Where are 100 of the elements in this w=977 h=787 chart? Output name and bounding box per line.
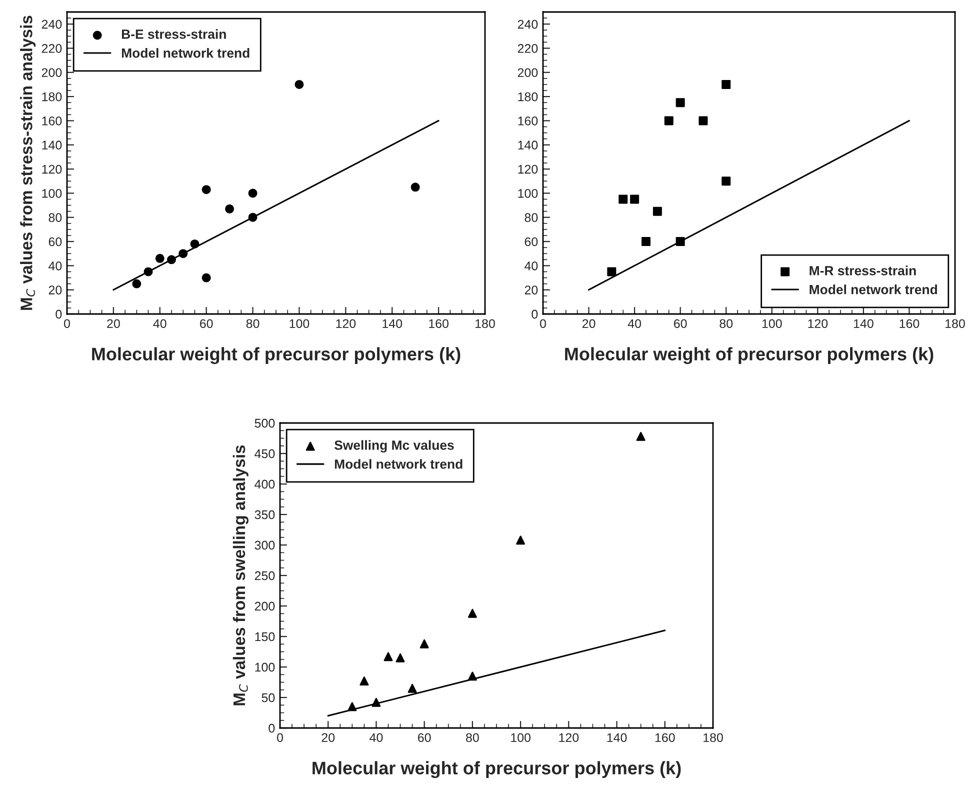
x-axis-title: Molecular weight of precursor polymers (k) bbox=[92, 347, 460, 364]
y-tick-label: 80 bbox=[48, 213, 62, 222]
y-tick-label: 150 bbox=[255, 632, 275, 642]
point bbox=[372, 698, 381, 707]
point bbox=[384, 652, 393, 662]
x-tick-label: 180 bbox=[704, 733, 723, 742]
point bbox=[642, 237, 650, 246]
y-axis-title: M$_{C}$ values from swelling analysis bbox=[232, 445, 249, 706]
x-tick-label: 160 bbox=[900, 319, 920, 328]
point bbox=[676, 98, 685, 108]
y-tick-label: 180 bbox=[42, 92, 62, 102]
y-tick-label: 180 bbox=[518, 92, 538, 102]
x-tick-label: 40 bbox=[153, 319, 166, 328]
x-tick-label: 120 bbox=[808, 319, 828, 328]
y-tick-label: 100 bbox=[518, 189, 538, 198]
y-tick-label: 0 bbox=[56, 310, 62, 319]
point bbox=[190, 239, 200, 248]
y-tick-label: 140 bbox=[518, 140, 538, 150]
y-tick-label: 160 bbox=[518, 116, 538, 126]
point bbox=[248, 212, 258, 222]
y-tick-label: 240 bbox=[518, 20, 538, 29]
y-tick-label: 60 bbox=[48, 237, 62, 246]
point bbox=[468, 608, 477, 618]
legend-label: B-E stress-strain bbox=[122, 29, 226, 39]
y-axis-title: M$_{C}$ values from stress-strain analysis bbox=[20, 16, 36, 310]
x-tick-label: 160 bbox=[655, 733, 675, 742]
point bbox=[132, 279, 142, 288]
legend-label: Model network trend bbox=[122, 48, 250, 58]
point bbox=[202, 273, 211, 282]
y-tick-label: 120 bbox=[42, 164, 62, 174]
point bbox=[167, 255, 176, 264]
point bbox=[676, 237, 685, 246]
legend-label: Model network trend bbox=[334, 459, 462, 469]
y-tick-label: 20 bbox=[524, 286, 538, 294]
y-tick-label: 40 bbox=[48, 261, 62, 270]
x-tick-label: 100 bbox=[762, 319, 782, 328]
y-tick-label: 300 bbox=[254, 540, 275, 550]
x-tick-label: 80 bbox=[720, 319, 733, 328]
point bbox=[618, 194, 628, 204]
point bbox=[225, 204, 234, 214]
y-tick-label: 140 bbox=[42, 140, 62, 150]
point bbox=[408, 684, 417, 693]
y-tick-label: 100 bbox=[42, 189, 62, 198]
y-tick-label: 50 bbox=[262, 693, 275, 702]
point bbox=[360, 676, 369, 686]
point bbox=[144, 267, 153, 276]
y-tick-label: 450 bbox=[254, 449, 275, 458]
point bbox=[636, 432, 646, 441]
y-tick-label: 200 bbox=[254, 602, 275, 611]
x-tick-label: 60 bbox=[674, 319, 687, 328]
y-tick-label: 200 bbox=[518, 68, 538, 78]
x-tick-label: 40 bbox=[370, 733, 383, 742]
x-tick-label: 0 bbox=[277, 733, 283, 742]
legend-label: Swelling Mc values bbox=[334, 440, 454, 453]
point bbox=[396, 653, 405, 662]
x-axis-title: Molecular weight of precursor polymers (k) bbox=[565, 347, 934, 364]
point bbox=[698, 116, 708, 126]
x-tick-label: 80 bbox=[246, 319, 260, 328]
x-tick-label: 20 bbox=[107, 319, 120, 328]
y-tick-label: 220 bbox=[518, 44, 538, 53]
y-tick-label: 60 bbox=[524, 237, 538, 246]
point bbox=[155, 254, 164, 263]
x-tick-label: 60 bbox=[200, 319, 213, 328]
y-tick-label: 80 bbox=[524, 213, 538, 222]
x-tick-label: 20 bbox=[582, 319, 596, 328]
x-tick-label: 180 bbox=[476, 319, 495, 328]
x-tick-label: 100 bbox=[290, 319, 310, 328]
y-tick-label: 220 bbox=[42, 44, 62, 53]
y-tick-label: 40 bbox=[524, 261, 538, 270]
y-tick-label: 500 bbox=[254, 418, 275, 428]
point bbox=[420, 639, 429, 648]
x-tick-label: 20 bbox=[322, 733, 335, 742]
x-tick-label: 180 bbox=[946, 319, 965, 328]
x-tick-label: 140 bbox=[854, 319, 874, 328]
y-tick-label: 250 bbox=[254, 571, 275, 580]
y-tick-label: 0 bbox=[532, 310, 538, 319]
legend-label: Model network trend bbox=[810, 284, 937, 294]
legend-label: M-R stress-strain bbox=[810, 266, 916, 276]
x-tick-label: 160 bbox=[429, 319, 448, 328]
point bbox=[410, 182, 420, 192]
point bbox=[348, 702, 357, 712]
point bbox=[516, 536, 526, 545]
x-tick-label: 140 bbox=[382, 319, 402, 328]
x-tick-label: 60 bbox=[418, 733, 431, 742]
y-tick-label: 20 bbox=[48, 286, 62, 294]
point bbox=[652, 206, 662, 216]
x-tick-label: 80 bbox=[466, 733, 479, 742]
x-tick-label: 100 bbox=[511, 733, 530, 742]
point bbox=[248, 188, 258, 198]
point bbox=[630, 194, 640, 204]
point bbox=[722, 80, 731, 89]
x-tick-label: 140 bbox=[607, 733, 627, 742]
point bbox=[664, 116, 674, 126]
x-tick-label: 0 bbox=[540, 319, 546, 328]
point bbox=[178, 249, 188, 258]
y-tick-label: 160 bbox=[42, 116, 62, 126]
x-tick-label: 0 bbox=[64, 319, 70, 328]
x-tick-label: 120 bbox=[559, 733, 579, 742]
point bbox=[468, 672, 477, 681]
y-tick-label: 0 bbox=[268, 724, 275, 733]
